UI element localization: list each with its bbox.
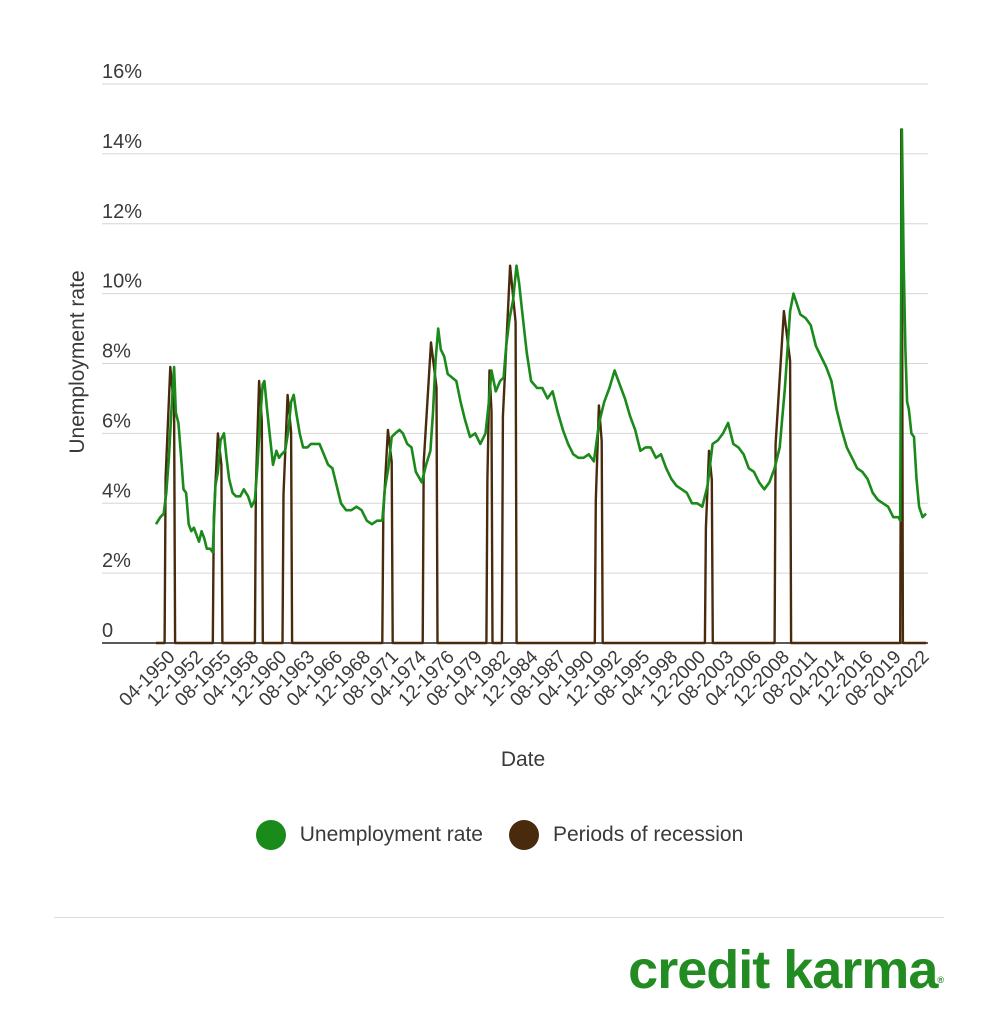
unemployment-rate-line: [154, 128, 927, 554]
x-tick-labels: 04-195012-195208-195504-195812-196008-19…: [115, 646, 933, 710]
y-tick-label: 14%: [102, 131, 142, 153]
credit-karma-logo: credit karma®: [628, 938, 944, 1002]
y-tick-label: 2%: [102, 550, 131, 572]
registered-mark: ®: [937, 975, 944, 985]
legend-item-periods-of-recession[interactable]: Periods of recession: [508, 820, 744, 850]
legend-swatch-periods-of-recession: [508, 820, 539, 850]
unemployment-series: [154, 128, 927, 554]
brand-name: credit karma: [628, 940, 938, 1000]
legend: Unemployment rate Periods of recession: [0, 820, 999, 850]
x-axis-title: Date: [501, 748, 545, 771]
y-tick-label: 4%: [102, 480, 131, 502]
legend-label-periods-of-recession: Periods of recession: [552, 823, 744, 846]
footer-divider: [54, 917, 944, 918]
legend-swatch-unemployment-rate: [255, 820, 286, 850]
legend-item-unemployment-rate[interactable]: Unemployment rate: [255, 820, 483, 850]
recession-series: [156, 128, 926, 645]
legend-label-unemployment-rate: Unemployment rate: [299, 823, 483, 846]
y-tick-label: 12%: [102, 201, 142, 223]
y-axis-title: Unemployment rate: [66, 270, 89, 453]
y-tick-label: 16%: [102, 61, 142, 83]
y-tick-label: 10%: [102, 271, 142, 293]
y-tick-label: 6%: [102, 410, 131, 432]
recession-line: [156, 128, 926, 645]
y-tick-labels: 0 2% 4% 6% 8% 10% 12% 14% 16%: [102, 61, 142, 642]
chart: 0 2% 4% 6% 8% 10% 12% 14% 16% 04-195012-195208-1…: [66, 61, 934, 771]
y-tick-label: 8%: [102, 341, 131, 363]
y-tick-label: 0: [102, 620, 113, 642]
